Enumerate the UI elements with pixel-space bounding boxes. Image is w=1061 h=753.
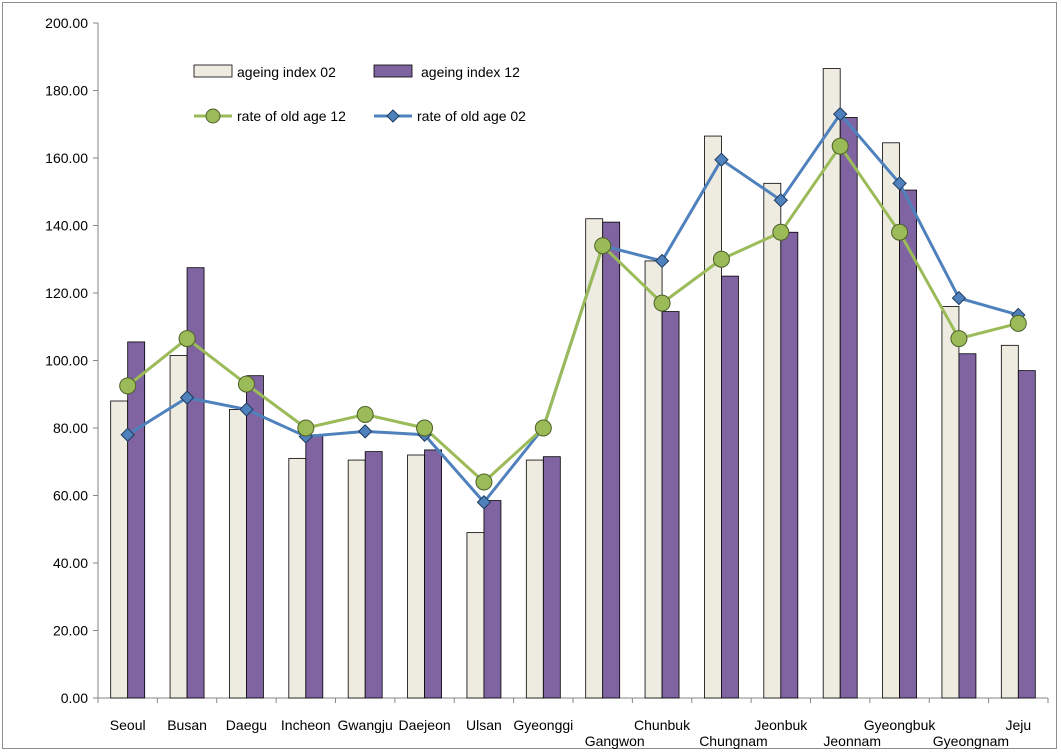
point-rate-of-old-age-12 [1009, 314, 1027, 332]
x-tick-label: Jeonbuk [754, 717, 808, 733]
bar-ageing-index-02 [644, 260, 663, 699]
x-tick-label: Daegu [226, 717, 267, 733]
y-tick-label: 100.00 [45, 353, 88, 369]
bar-ageing-index-12 [899, 189, 917, 699]
legend-label-ageing-index-12: ageing index 12 [421, 64, 520, 80]
point-rate-of-old-age-12 [712, 250, 730, 268]
bar-ageing-index-12 [483, 500, 502, 699]
point-rate-of-old-age-12 [534, 419, 552, 437]
point-rate-of-old-age-02 [357, 424, 373, 439]
point-rate-of-old-age-12 [416, 419, 434, 437]
bar-ageing-index-02 [347, 459, 366, 699]
y-tick-label: 60.00 [53, 488, 88, 504]
bars [110, 68, 1036, 699]
bar-ageing-index-02 [288, 457, 307, 699]
x-tick-label: Daejeon [398, 717, 450, 733]
point-rate-of-old-age-12 [475, 473, 493, 491]
point-rate-of-old-age-12 [237, 375, 255, 393]
x-tick-label: Gwangju [338, 717, 393, 733]
y-tick-label: 120.00 [45, 285, 88, 301]
x-tick-label: Busan [167, 717, 207, 733]
bar-ageing-index-12 [127, 341, 146, 699]
y-tick-label: 140.00 [45, 218, 88, 234]
combo-chart: 0.00 20.00 40.00 60.00 80.00 100.00 120.00 140.… [45, 15, 1049, 749]
point-rate-of-old-age-12 [178, 330, 196, 348]
y-tick-label: 200.00 [45, 15, 88, 31]
bar-ageing-index-12 [186, 267, 205, 699]
point-rate-of-old-age-12 [594, 237, 612, 255]
x-tick-label: Gyeongbuk [864, 717, 937, 733]
bar-ageing-index-12 [602, 221, 621, 699]
point-rate-of-old-age-12 [119, 377, 137, 395]
bar-ageing-index-12 [780, 231, 799, 699]
line-rate-of-old-age-12 [126, 144, 1019, 484]
legend-label-rate-of-old-age-12: rate of old age 12 [237, 108, 346, 124]
point-rate-of-old-age-02 [832, 106, 848, 122]
bar-ageing-index-02 [229, 409, 247, 699]
bar-ageing-index-12 [424, 449, 442, 699]
point-rate-of-old-age-12 [891, 223, 909, 241]
bar-ageing-index-12 [305, 434, 324, 699]
x-tick-label: Gyeongnam [933, 733, 1009, 749]
point-rate-of-old-age-12 [950, 330, 968, 348]
point-rate-of-old-age-02 [773, 192, 789, 208]
bar-ageing-index-12 [839, 117, 858, 699]
legend-swatch-ageing-index-02 [193, 64, 233, 78]
x-tick-label: Ulsan [466, 717, 502, 733]
point-rate-of-old-age-02 [654, 253, 670, 269]
point-rate-of-old-age-02 [179, 390, 195, 405]
x-tick-label: Chunbuk [634, 717, 691, 733]
lines [119, 106, 1027, 510]
bar-ageing-index-12 [721, 275, 739, 699]
bar-ageing-index-12 [958, 353, 977, 699]
bar-ageing-index-02 [763, 182, 782, 699]
labels: 0.00 20.00 40.00 60.00 80.00 100.00 120.00 140.… [45, 15, 1031, 749]
x-tick-label: Jeonnam [823, 733, 881, 749]
legend-marker-rate-of-old-age-12 [205, 108, 221, 124]
bar-ageing-index-02 [704, 135, 722, 699]
point-rate-of-old-age-02 [714, 152, 729, 167]
bar-ageing-index-02 [1000, 344, 1019, 699]
point-rate-of-old-age-02 [239, 402, 254, 417]
bar-ageing-index-02 [941, 306, 960, 699]
bar-ageing-index-12 [1017, 370, 1036, 699]
bar-ageing-index-02 [822, 68, 841, 699]
y-tick-label: 160.00 [45, 150, 88, 166]
x-tick-label: Gangwon [585, 733, 645, 749]
x-tick-label: Seoul [110, 717, 146, 733]
y-tick-label: 0.00 [61, 690, 88, 706]
bar-ageing-index-02 [407, 454, 425, 699]
bar-ageing-index-02 [110, 400, 129, 699]
x-tick-label: Gyeonggi [513, 717, 573, 733]
point-rate-of-old-age-02 [476, 495, 492, 510]
legend: ageing index 02 ageing index 12 rate of ol… [193, 64, 526, 124]
point-rate-of-old-age-12 [772, 223, 790, 241]
point-rate-of-old-age-02 [951, 290, 967, 306]
point-rate-of-old-age-12 [297, 419, 315, 437]
point-rate-of-old-age-02 [120, 427, 135, 442]
bar-ageing-index-12 [364, 451, 383, 699]
bar-ageing-index-12 [542, 456, 561, 699]
bar-ageing-index-12 [661, 311, 680, 699]
y-tick-label: 40.00 [53, 555, 88, 571]
y-tick-label: 20.00 [53, 623, 88, 639]
legend-label-ageing-index-02: ageing index 02 [237, 64, 336, 80]
bar-ageing-index-12 [246, 375, 264, 699]
y-tick-label: 80.00 [53, 420, 88, 436]
point-rate-of-old-age-12 [653, 294, 671, 312]
x-tick-label: Jeju [1005, 717, 1031, 733]
y-tick-label: 180.00 [45, 83, 88, 99]
bar-ageing-index-02 [525, 459, 544, 699]
x-tick-label: Chungnam [699, 733, 768, 749]
bar-ageing-index-02 [466, 532, 485, 699]
point-rate-of-old-age-02 [892, 176, 907, 191]
x-tick-label: Incheon [281, 717, 331, 733]
legend-marker-rate-of-old-age-02 [386, 109, 400, 123]
legend-label-rate-of-old-age-02: rate of old age 02 [417, 108, 526, 124]
point-rate-of-old-age-12 [356, 406, 374, 423]
legend-swatch-ageing-index-12 [373, 64, 413, 78]
point-rate-of-old-age-12 [831, 137, 849, 155]
